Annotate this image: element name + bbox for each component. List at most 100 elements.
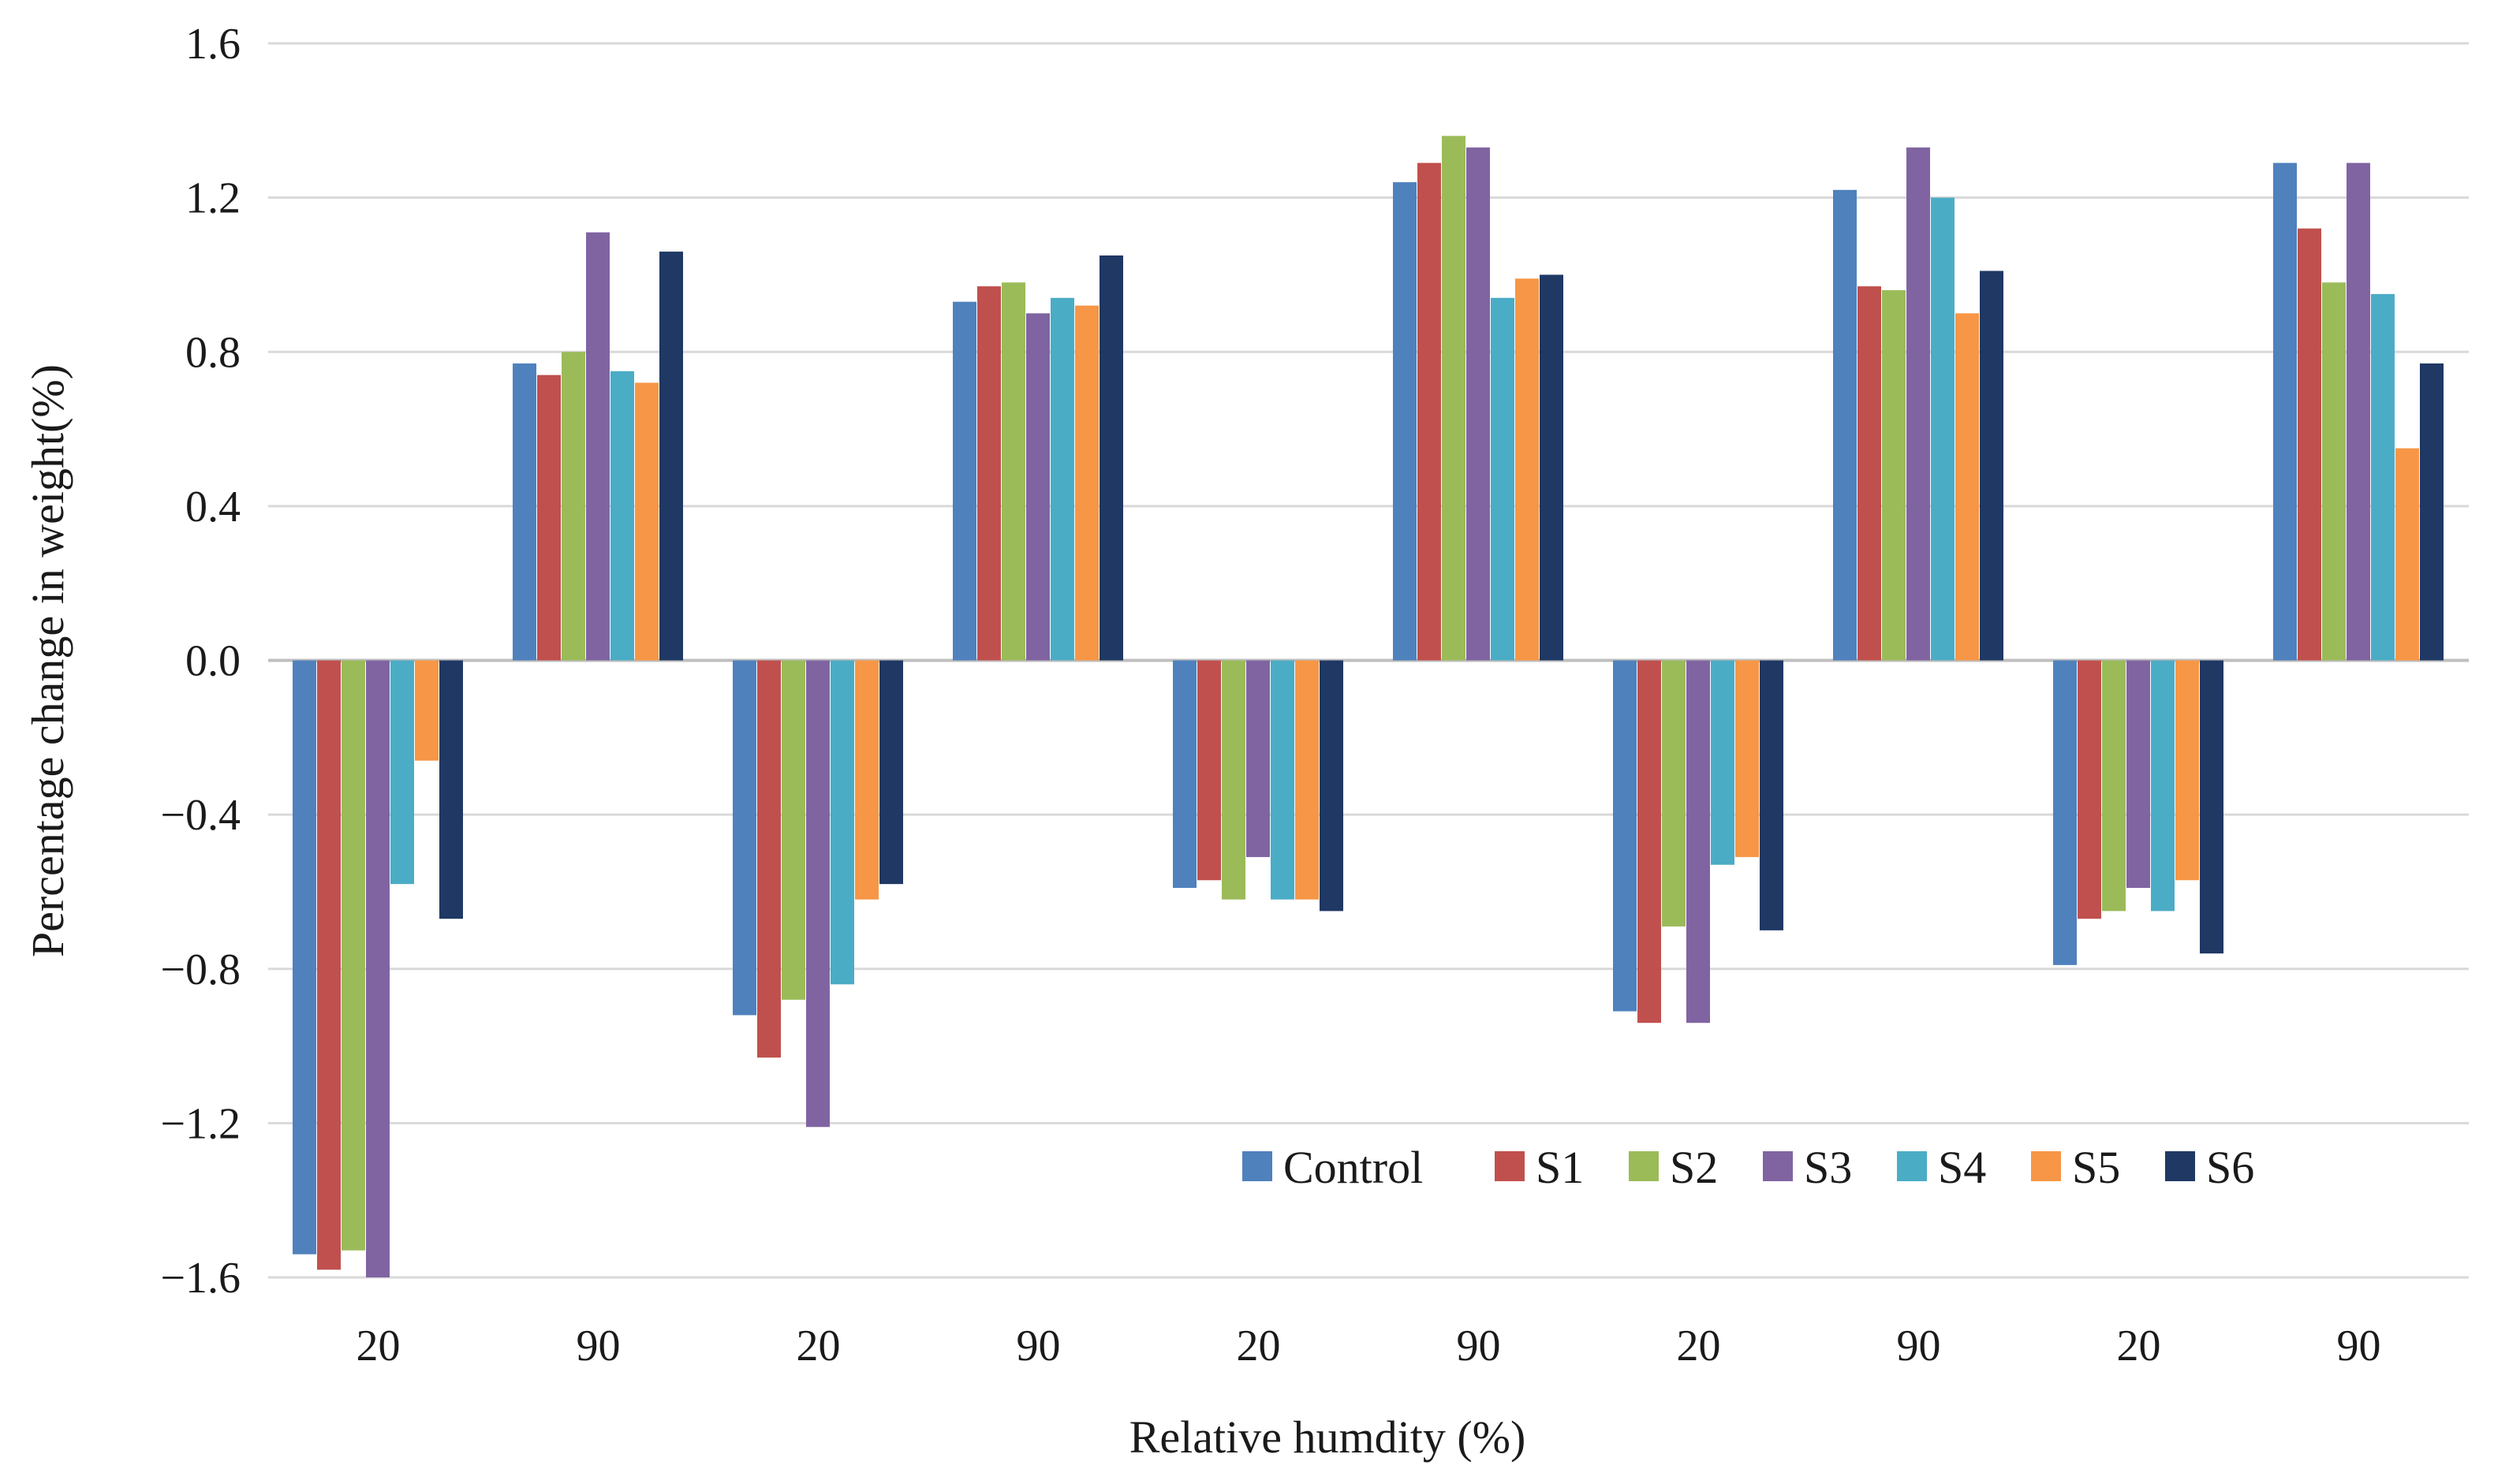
bar-s1-3 bbox=[977, 286, 1001, 661]
bar-s2-4 bbox=[1222, 660, 1245, 900]
legend-swatch-s3 bbox=[1763, 1151, 1793, 1181]
bar-s1-9 bbox=[2298, 228, 2321, 661]
x-tick-label: 90 bbox=[2337, 1322, 2381, 1370]
bar-s2-2 bbox=[782, 660, 805, 1000]
legend-swatch-s1 bbox=[1495, 1151, 1525, 1181]
bar-s3-6 bbox=[1686, 660, 1710, 1024]
bar-s4-1 bbox=[610, 371, 634, 661]
bar-s5-3 bbox=[1075, 305, 1099, 661]
y-tick-label: 1.2 bbox=[185, 174, 241, 223]
bar-control-9 bbox=[2273, 162, 2297, 661]
x-axis-title: Relative humdity (%) bbox=[1129, 1411, 1526, 1463]
bar-control-4 bbox=[1173, 660, 1197, 889]
y-tick-label: −1.2 bbox=[160, 1099, 241, 1148]
legend-swatch-s6 bbox=[2165, 1151, 2195, 1181]
x-tick-label: 20 bbox=[2117, 1322, 2161, 1370]
bar-s4-3 bbox=[1051, 297, 1074, 661]
bar-s4-4 bbox=[1271, 660, 1294, 900]
x-tick-label: 20 bbox=[1677, 1322, 1721, 1370]
y-tick-label: −0.8 bbox=[160, 945, 241, 994]
bar-control-1 bbox=[513, 363, 536, 661]
bar-s2-3 bbox=[1002, 282, 1025, 661]
x-tick-label: 90 bbox=[577, 1322, 621, 1370]
bar-s1-1 bbox=[537, 375, 561, 661]
legend-label-s5: S5 bbox=[2072, 1142, 2120, 1193]
bar-s6-9 bbox=[2420, 363, 2444, 661]
bar-s4-2 bbox=[831, 660, 854, 985]
bar-s4-9 bbox=[2371, 293, 2395, 661]
y-axis-ticks: 1.6 1.2 0.8 0.4 0.0 −0.4 −0.8 −1.2 −1.6 bbox=[160, 20, 241, 1303]
bar-s3-2 bbox=[806, 660, 830, 1128]
bar-s5-0 bbox=[415, 660, 439, 761]
bar-s1-7 bbox=[1857, 286, 1881, 661]
bar-s2-5 bbox=[1442, 136, 1465, 661]
bar-s3-5 bbox=[1466, 147, 1490, 661]
bar-s3-4 bbox=[1246, 660, 1270, 857]
bar-control-0 bbox=[293, 660, 316, 1255]
bar-s5-6 bbox=[1735, 660, 1759, 857]
legend-label-s4: S4 bbox=[1938, 1142, 1986, 1193]
bar-s4-6 bbox=[1711, 660, 1734, 865]
bar-s4-8 bbox=[2151, 660, 2175, 912]
y-tick-label: 0.8 bbox=[185, 328, 241, 377]
bar-s5-5 bbox=[1515, 278, 1539, 661]
bar-s3-1 bbox=[586, 232, 610, 661]
bar-s1-2 bbox=[757, 660, 781, 1058]
y-tick-label: −0.4 bbox=[160, 791, 241, 840]
bar-s5-7 bbox=[1955, 313, 1979, 661]
x-tick-label: 90 bbox=[1897, 1322, 1941, 1370]
x-axis-ticks: 20 90 20 90 20 90 20 90 20 90 bbox=[357, 1322, 2381, 1370]
legend-swatch-control bbox=[1242, 1151, 1272, 1181]
bar-control-7 bbox=[1833, 189, 1857, 661]
bar-control-5 bbox=[1393, 182, 1417, 661]
legend-label-s2: S2 bbox=[1670, 1142, 1718, 1193]
bar-s3-0 bbox=[366, 660, 390, 1277]
bar-s3-9 bbox=[2347, 162, 2370, 661]
bar-s6-7 bbox=[1980, 270, 2003, 661]
bar-s6-2 bbox=[879, 660, 903, 885]
bar-s6-5 bbox=[1540, 274, 1563, 661]
bar-s2-6 bbox=[1662, 660, 1686, 927]
bar-s3-7 bbox=[1906, 147, 1930, 661]
bar-control-8 bbox=[2053, 660, 2077, 965]
bar-s2-8 bbox=[2102, 660, 2126, 912]
bar-s5-8 bbox=[2175, 660, 2199, 881]
bar-s1-4 bbox=[1197, 660, 1221, 881]
legend-label-s1: S1 bbox=[1536, 1142, 1584, 1193]
bar-s5-2 bbox=[855, 660, 879, 900]
bar-s6-3 bbox=[1100, 255, 1123, 661]
bar-s2-0 bbox=[342, 660, 365, 1251]
bar-s1-8 bbox=[2078, 660, 2101, 919]
x-tick-label: 90 bbox=[1017, 1322, 1061, 1370]
bar-s5-1 bbox=[635, 382, 659, 661]
bar-s6-1 bbox=[659, 252, 683, 661]
bar-s6-8 bbox=[2200, 660, 2223, 954]
bars bbox=[293, 136, 2444, 1277]
y-axis-title: Percentage change in weight(%) bbox=[22, 364, 73, 957]
legend: Control S1 S2 S3 S4 S5 S6 bbox=[1242, 1142, 2254, 1193]
legend-swatch-s4 bbox=[1897, 1151, 1927, 1181]
bar-s4-0 bbox=[390, 660, 414, 885]
legend-label-s3: S3 bbox=[1804, 1142, 1852, 1193]
y-tick-label: 1.6 bbox=[185, 20, 241, 69]
x-tick-label: 20 bbox=[797, 1322, 841, 1370]
bar-s2-9 bbox=[2322, 282, 2346, 661]
x-tick-label: 90 bbox=[1457, 1322, 1501, 1370]
bar-s1-0 bbox=[317, 660, 341, 1270]
bar-s1-5 bbox=[1417, 162, 1441, 661]
bar-s5-9 bbox=[2395, 448, 2419, 661]
x-tick-label: 20 bbox=[1237, 1322, 1281, 1370]
bar-s2-1 bbox=[562, 352, 585, 661]
bar-s6-0 bbox=[439, 660, 463, 919]
bar-control-3 bbox=[953, 301, 976, 661]
legend-label-s6: S6 bbox=[2206, 1142, 2254, 1193]
bar-s1-6 bbox=[1637, 660, 1661, 1024]
bar-s3-3 bbox=[1026, 313, 1050, 661]
bar-control-6 bbox=[1613, 660, 1637, 1012]
x-tick-label: 20 bbox=[357, 1322, 401, 1370]
bar-s4-5 bbox=[1491, 297, 1514, 661]
bar-s6-4 bbox=[1320, 660, 1343, 912]
y-tick-label: 0.0 bbox=[185, 637, 241, 686]
bar-s4-7 bbox=[1931, 197, 1955, 661]
